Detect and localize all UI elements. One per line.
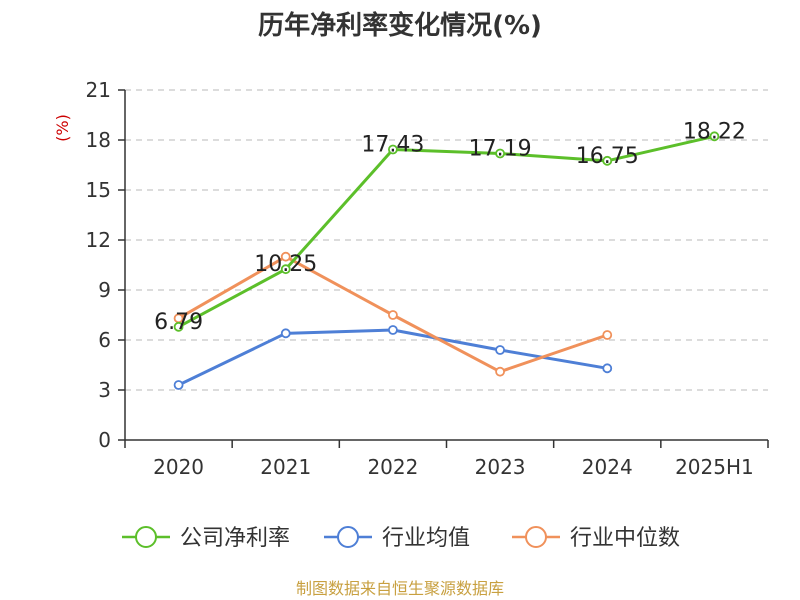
- chart-title: 历年净利率变化情况(%): [258, 10, 542, 41]
- legend-label: 行业均值: [382, 526, 470, 551]
- data-point: [602, 363, 613, 374]
- data-point: [280, 264, 291, 275]
- legend-marker: [135, 526, 157, 548]
- data-point: [602, 330, 613, 340]
- data-point: [173, 380, 184, 390]
- y-tick-label: 0: [98, 428, 111, 452]
- legend: 公司净利率 行业均值 行业中位数: [122, 526, 680, 551]
- data-point: [495, 345, 505, 355]
- data-point: [388, 144, 398, 155]
- axes: 0 3 6 9 12 15 18 21 2020 2021 2022 2023 2024 2025H1: [86, 78, 769, 479]
- y-tick-label: 12: [86, 228, 111, 252]
- data-label: 18.22: [683, 119, 746, 144]
- data-point: [173, 321, 184, 332]
- legend-marker: [525, 526, 547, 548]
- data-label: 16.75: [576, 144, 639, 169]
- data-point: [709, 131, 720, 142]
- data-point: [602, 155, 613, 166]
- data-point: [388, 325, 398, 335]
- y-tick-label: 18: [86, 128, 111, 152]
- x-tick-label: 2025H1: [675, 455, 754, 479]
- data-labels: 6.79 10.25 17.43 17.19 16.75 18.22: [154, 119, 746, 335]
- series-line-1: [177, 134, 715, 329]
- x-tick-label: 2023: [475, 455, 526, 479]
- data-point: [280, 251, 291, 262]
- legend-label: 行业中位数: [570, 526, 680, 551]
- x-tick-label: 2020: [153, 455, 204, 479]
- data-label: 17.19: [469, 137, 532, 162]
- y-tick-label: 15: [86, 178, 111, 202]
- y-tick-label: 9: [98, 278, 111, 302]
- data-label: 17.43: [361, 133, 424, 158]
- x-tick-label: 2022: [367, 455, 418, 479]
- series-group: [173, 131, 720, 390]
- data-point: [495, 148, 505, 159]
- data-point: [388, 310, 398, 320]
- y-tick-label: 6: [98, 328, 111, 352]
- data-point: [280, 328, 291, 339]
- x-tick-label: 2021: [260, 455, 311, 479]
- x-tick-label: 2024: [582, 455, 633, 479]
- data-point: [495, 366, 505, 377]
- y-tick-label: 21: [86, 78, 111, 102]
- y-tick-label: 3: [98, 378, 111, 402]
- data-label: 10.25: [254, 252, 317, 277]
- data-label: 6.79: [154, 310, 203, 335]
- y-axis-label: (%): [53, 114, 72, 142]
- source-note: 制图数据来自恒生聚源数据库: [296, 579, 504, 598]
- legend-label: 公司净利率: [180, 526, 290, 551]
- legend-marker: [337, 526, 359, 548]
